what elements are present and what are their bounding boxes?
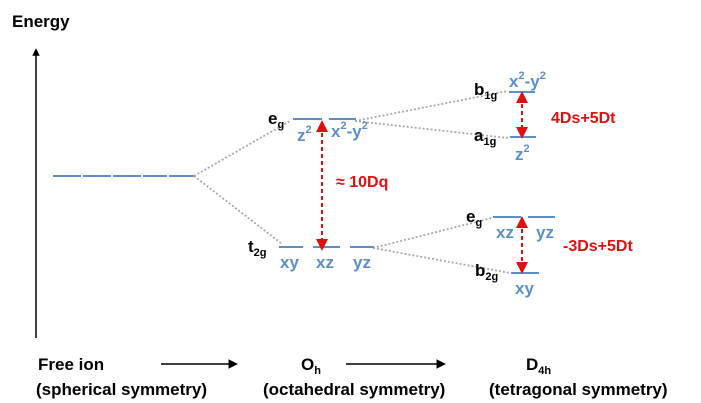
oh-splitting-label: ≈ 10Dq bbox=[336, 174, 388, 191]
d4h-upper-splitting-label: 4Ds+5Dt bbox=[551, 110, 616, 127]
d4h-subtitle: (tetragonal symmetry) bbox=[489, 380, 668, 399]
d4h-a1g-label: a1g bbox=[474, 126, 496, 148]
oh-eg-orbital-z2: z2 bbox=[297, 124, 312, 145]
d4h-b1g-orbital: x2-y2 bbox=[509, 70, 546, 91]
d4h-eg-orbital-xz: xz bbox=[496, 223, 514, 242]
oh-title: Oh bbox=[301, 355, 321, 377]
d4h-b2g-orbital: xy bbox=[515, 279, 534, 298]
oh-t2g-label: t2g bbox=[248, 237, 267, 259]
d4h-eg-label: eg bbox=[466, 207, 482, 229]
oh-subtitle: (octahedral symmetry) bbox=[263, 380, 445, 399]
d4h-b2g-label: b2g bbox=[475, 261, 498, 283]
d4h-title: D4h bbox=[526, 355, 551, 377]
oh-t2g-orbital-yz: yz bbox=[353, 253, 371, 272]
oh-t2g-orbital-xz: xz bbox=[316, 253, 334, 272]
energy-axis-label: Energy bbox=[12, 12, 70, 31]
d4h-lower-splitting-label: -3Ds+5Dt bbox=[563, 238, 633, 255]
oh-eg-label: eg bbox=[268, 109, 284, 131]
correlation-lines bbox=[193, 90, 511, 274]
free-ion-subtitle: (spherical symmetry) bbox=[36, 380, 207, 399]
d4h-a1g-orbital: z2 bbox=[515, 143, 530, 164]
free-ion-title: Free ion bbox=[38, 355, 104, 374]
d4h-b1g-label: b1g bbox=[474, 80, 497, 102]
oh-t2g-orbital-xy: xy bbox=[280, 253, 299, 272]
oh-eg-orbital-x2y2: x2-y2 bbox=[331, 120, 368, 141]
d4h-eg-orbital-yz: yz bbox=[536, 223, 554, 242]
